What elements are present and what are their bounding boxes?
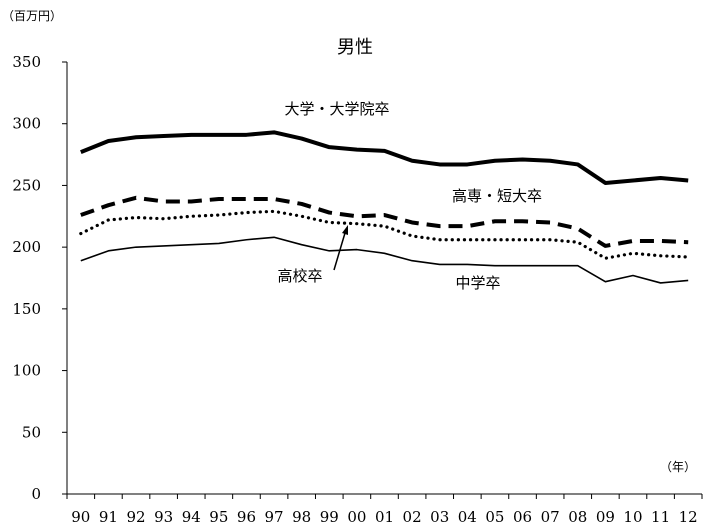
- x-tick-label: 02: [403, 508, 422, 526]
- x-tick-label: 94: [182, 508, 201, 526]
- y-axis-ticks: 0 50 100 150 200 250 300 350: [12, 53, 67, 503]
- x-tick-label: 97: [265, 508, 284, 526]
- y-tick-label: 150: [12, 300, 41, 318]
- x-tick-label: 09: [596, 508, 615, 526]
- x-tick-label: 06: [513, 508, 532, 526]
- series-line-2: [80, 195, 689, 248]
- x-tick-label: 90: [71, 508, 90, 526]
- y-tick-label: 50: [22, 423, 41, 441]
- x-tick-label: 11: [651, 508, 670, 526]
- y-tick-label: 100: [12, 362, 41, 380]
- x-tick-label: 99: [320, 508, 339, 526]
- label-high-arrowhead: [342, 225, 348, 235]
- x-axis-unit-label: （年）: [660, 460, 696, 474]
- x-tick-label: 00: [347, 508, 366, 526]
- y-tick-label: 250: [12, 176, 41, 194]
- label-college: 高専・短大卒: [452, 187, 542, 205]
- x-tick-label: 95: [209, 508, 228, 526]
- x-tick-label: 91: [99, 508, 118, 526]
- x-tick-label: 92: [126, 508, 145, 526]
- y-tick-label: 300: [12, 115, 41, 133]
- y-tick-label: 0: [31, 485, 41, 503]
- x-tick-label: 03: [430, 508, 449, 526]
- x-tick-label: 01: [375, 508, 394, 526]
- x-tick-label: 08: [568, 508, 587, 526]
- label-high: 高校卒: [277, 267, 322, 285]
- y-tick-label: 350: [12, 53, 41, 71]
- series-group: [79, 130, 690, 284]
- series-line-4: [80, 236, 689, 284]
- x-tick-label: 96: [237, 508, 256, 526]
- x-tick-label: 93: [154, 508, 173, 526]
- x-tick-label: 10: [623, 508, 642, 526]
- x-tick-label: 12: [679, 508, 698, 526]
- label-junior: 中学卒: [455, 274, 500, 292]
- chart-title: 男性: [337, 37, 373, 58]
- x-tick-label: 05: [485, 508, 504, 526]
- y-tick-label: 200: [12, 238, 41, 256]
- series-line-3: [79, 209, 690, 260]
- y-axis-unit-label: （百万円）: [2, 9, 62, 23]
- series-line-1: [80, 130, 689, 185]
- label-univ: 大学・大学院卒: [284, 100, 389, 118]
- x-tick-label: 98: [292, 508, 311, 526]
- label-high-arrow-line: [333, 232, 346, 271]
- x-tick-label: 04: [458, 508, 477, 526]
- x-tick-label: 07: [541, 508, 560, 526]
- x-axis-ticks: 90 91 92 93 94 95 96 97 98 99 00 01 02 03 04 05 06 07 08 09…: [66, 494, 703, 526]
